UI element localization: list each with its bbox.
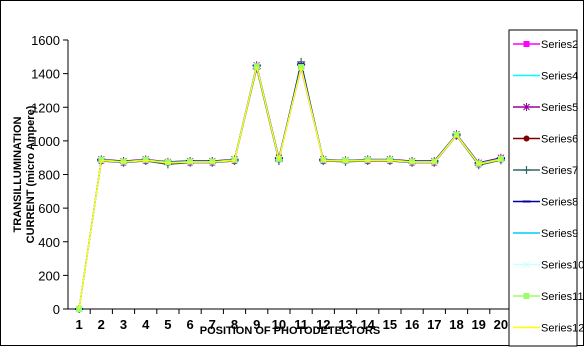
legend-marker [523,41,530,47]
x-tick-label: 4 [142,317,150,332]
data-point [98,156,105,163]
x-tick-label: 12 [316,317,330,332]
series-series8 [75,63,505,310]
x-tick-label: 16 [405,317,419,332]
legend-label: Series6 [541,134,578,146]
legend-item: Series12 [513,323,584,335]
legend-label: Series9 [541,228,578,240]
series-line [78,61,502,310]
y-tick-label: 400 [38,235,60,250]
legend-item: Series2 [513,39,578,51]
series-line [78,65,502,310]
legend-label: Series10 [541,260,584,272]
legend-marker [522,166,531,174]
data-point [164,159,171,166]
data-point [386,156,393,163]
data-point [142,156,149,163]
legend-box [508,29,578,347]
legend-item: Series9 [513,228,578,240]
x-tick-label: 2 [98,317,105,332]
x-axis-title: POSITION OF PHOTODETECTORS [200,325,381,337]
legend-label: Series5 [541,102,578,114]
series-series5 [75,61,505,313]
y-tick-label: 600 [38,201,60,216]
series-line [78,65,502,310]
x-tick-label: 11 [294,317,308,332]
x-tick-label: 18 [449,317,463,332]
x-tick-label: 13 [338,317,352,332]
series-series6 [76,63,504,312]
legend: Series2 Series4 Series5 Series6 Series7 Serie… [508,29,584,347]
data-point [120,158,127,165]
x-tick-label: 5 [164,317,171,332]
x-tick-label: 20 [494,317,508,332]
series-line [78,64,502,310]
legend-marker [523,261,530,268]
series-series4 [78,65,502,310]
y-tick-label: 1600 [31,33,60,48]
x-tick-label: 6 [186,317,193,332]
legend-item: Series11 [513,291,584,303]
y-tick-label: 200 [38,268,60,283]
legend-marker [523,135,530,142]
series-line [78,66,502,310]
legend-item: Series5 [513,102,578,114]
y-tick-label: 1000 [31,134,60,149]
x-tick-label: 19 [471,317,485,332]
y-tick-label: 800 [38,168,60,183]
series-line [78,66,502,310]
data-point [364,156,371,163]
x-tick-label: 14 [360,317,375,332]
legend-item: Series6 [513,134,578,146]
series-series2 [76,63,504,312]
series-line [78,66,502,310]
legend-label: Series12 [541,323,584,335]
y-tick-label: 0 [53,302,60,317]
x-tick-label: 9 [253,317,260,332]
x-tick-label: 10 [272,317,286,332]
legend-item: Series4 [513,71,578,83]
data-point [298,64,305,71]
x-tick-label: 1 [75,317,82,332]
x-tick-label: 15 [383,317,397,332]
legend-label: Series8 [541,197,578,209]
y-tick-label: 1200 [31,100,60,115]
series-series7 [75,57,505,313]
legend-item: Series10 [513,260,584,272]
series-line [78,66,502,310]
series-series12 [78,66,502,310]
data-point [253,63,260,70]
series-series10 [75,62,505,313]
data-point [209,158,216,165]
legend-label: Series4 [541,71,578,83]
x-tick-label: 3 [120,317,127,332]
data-point [187,158,194,165]
series-line [78,66,502,310]
legend-label: Series11 [541,291,584,303]
data-point [409,158,416,165]
series-series11 [76,63,504,312]
legend-item: Series8 [513,197,578,209]
y-axis-title-line1: TRANSILLUMINATION [12,117,24,233]
legend-marker [523,293,530,299]
x-tick-label: 7 [209,317,216,332]
y-axis-title-line2: CURRENT (micro Ampere) [25,105,37,243]
data-point [497,155,504,162]
legend-label: Series2 [541,39,578,51]
series-line [78,65,502,310]
data-point [342,157,349,164]
series-series9 [78,66,502,310]
x-tick-label: 17 [427,317,441,332]
legend-marker [522,103,531,111]
legend-item: Series7 [513,165,578,177]
x-tick-label: 8 [231,317,238,332]
y-tick-label: 1400 [31,67,60,82]
series-layer [75,57,505,313]
legend-label: Series7 [541,165,578,177]
